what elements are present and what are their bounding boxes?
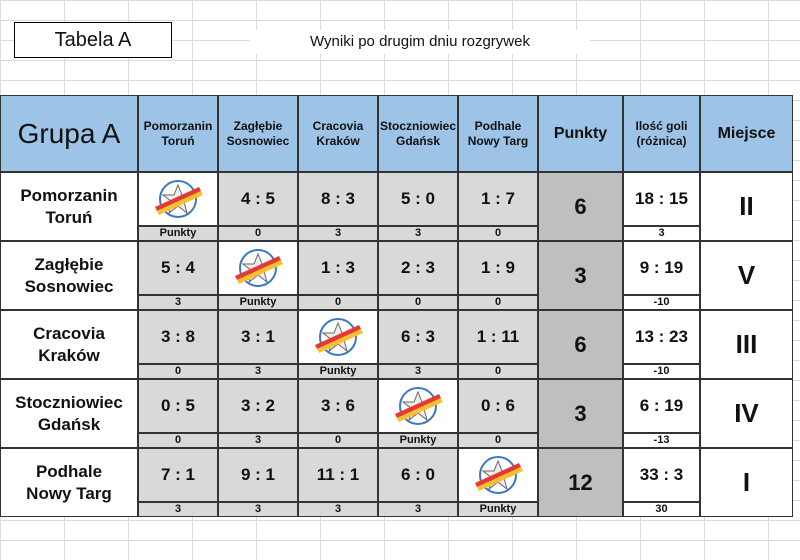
match-points: 3 — [218, 364, 298, 379]
goals: 18 : 15 — [623, 172, 700, 226]
match-points: Punkty — [378, 433, 458, 448]
match-points: Punkty — [298, 364, 378, 379]
goals-header: Ilość goli (różnica) — [623, 95, 700, 172]
column-header: Zagłębie Sosnowiec — [218, 95, 298, 172]
self-match — [378, 379, 458, 433]
team-logo — [155, 180, 203, 218]
match-result: 11 : 1 — [298, 448, 378, 502]
match-points: 3 — [378, 364, 458, 379]
match-result: 4 : 5 — [218, 172, 298, 226]
sheet-label: Tabela A — [14, 22, 172, 58]
match-points: 0 — [298, 433, 378, 448]
goals: 6 : 19 — [623, 379, 700, 433]
goal-difference: -13 — [623, 433, 700, 448]
match-points: 3 — [378, 226, 458, 241]
goal-difference: -10 — [623, 364, 700, 379]
match-result: 1 : 9 — [458, 241, 538, 295]
team-logo — [395, 387, 443, 425]
match-points: 0 — [458, 295, 538, 310]
match-result: 3 : 8 — [138, 310, 218, 364]
match-result: 0 : 5 — [138, 379, 218, 433]
match-result: 3 : 2 — [218, 379, 298, 433]
self-match — [138, 172, 218, 226]
match-result: 9 : 1 — [218, 448, 298, 502]
points-total: 3 — [538, 241, 623, 310]
team-logo — [475, 456, 523, 494]
match-result: 2 : 3 — [378, 241, 458, 295]
goal-difference: 3 — [623, 226, 700, 241]
team-name: Cracovia Kraków — [0, 310, 138, 379]
match-points: 0 — [458, 364, 538, 379]
corner-header: Grupa A — [0, 95, 138, 172]
match-points: 3 — [138, 502, 218, 517]
match-points: 0 — [218, 226, 298, 241]
team-name: Podhale Nowy Targ — [0, 448, 138, 517]
goal-difference: -10 — [623, 295, 700, 310]
goals: 13 : 23 — [623, 310, 700, 364]
goals: 9 : 19 — [623, 241, 700, 295]
team-name: Zagłębie Sosnowiec — [0, 241, 138, 310]
match-points: 0 — [378, 295, 458, 310]
match-result: 3 : 1 — [218, 310, 298, 364]
match-points: 0 — [458, 433, 538, 448]
match-result: 1 : 11 — [458, 310, 538, 364]
match-points: 0 — [138, 364, 218, 379]
subtitle: Wyniki po drugim dniu rozgrywek — [250, 30, 590, 54]
match-result: 6 : 0 — [378, 448, 458, 502]
place: V — [700, 241, 793, 310]
match-points: 3 — [378, 502, 458, 517]
place: III — [700, 310, 793, 379]
match-points: Punkty — [458, 502, 538, 517]
place: II — [700, 172, 793, 241]
match-points: Punkty — [138, 226, 218, 241]
column-header: Cracovia Kraków — [298, 95, 378, 172]
goals: 33 : 3 — [623, 448, 700, 502]
match-points: 0 — [298, 295, 378, 310]
points-total: 6 — [538, 310, 623, 379]
match-result: 1 : 3 — [298, 241, 378, 295]
match-result: 6 : 3 — [378, 310, 458, 364]
column-header: Pomorzanin Toruń — [138, 95, 218, 172]
match-result: 0 : 6 — [458, 379, 538, 433]
match-points: 3 — [218, 433, 298, 448]
match-points: 3 — [138, 295, 218, 310]
match-result: 7 : 1 — [138, 448, 218, 502]
match-result: 1 : 7 — [458, 172, 538, 226]
goal-difference: 30 — [623, 502, 700, 517]
place: IV — [700, 379, 793, 448]
match-result: 3 : 6 — [298, 379, 378, 433]
match-points: 3 — [298, 502, 378, 517]
points-header: Punkty — [538, 95, 623, 172]
match-result: 8 : 3 — [298, 172, 378, 226]
points-total: 12 — [538, 448, 623, 517]
self-match — [458, 448, 538, 502]
points-total: 3 — [538, 379, 623, 448]
place-header: Miejsce — [700, 95, 793, 172]
team-name: Pomorzanin Toruń — [0, 172, 138, 241]
team-logo — [315, 318, 363, 356]
match-points: 3 — [218, 502, 298, 517]
match-points: 3 — [298, 226, 378, 241]
place: I — [700, 448, 793, 517]
team-name: Stoczniowiec Gdańsk — [0, 379, 138, 448]
match-points: Punkty — [218, 295, 298, 310]
team-logo — [235, 249, 283, 287]
match-points: 0 — [138, 433, 218, 448]
column-header: Podhale Nowy Targ — [458, 95, 538, 172]
column-header: Stoczniowiec Gdańsk — [378, 95, 458, 172]
self-match — [298, 310, 378, 364]
match-points: 0 — [458, 226, 538, 241]
match-result: 5 : 4 — [138, 241, 218, 295]
points-total: 6 — [538, 172, 623, 241]
self-match — [218, 241, 298, 295]
match-result: 5 : 0 — [378, 172, 458, 226]
